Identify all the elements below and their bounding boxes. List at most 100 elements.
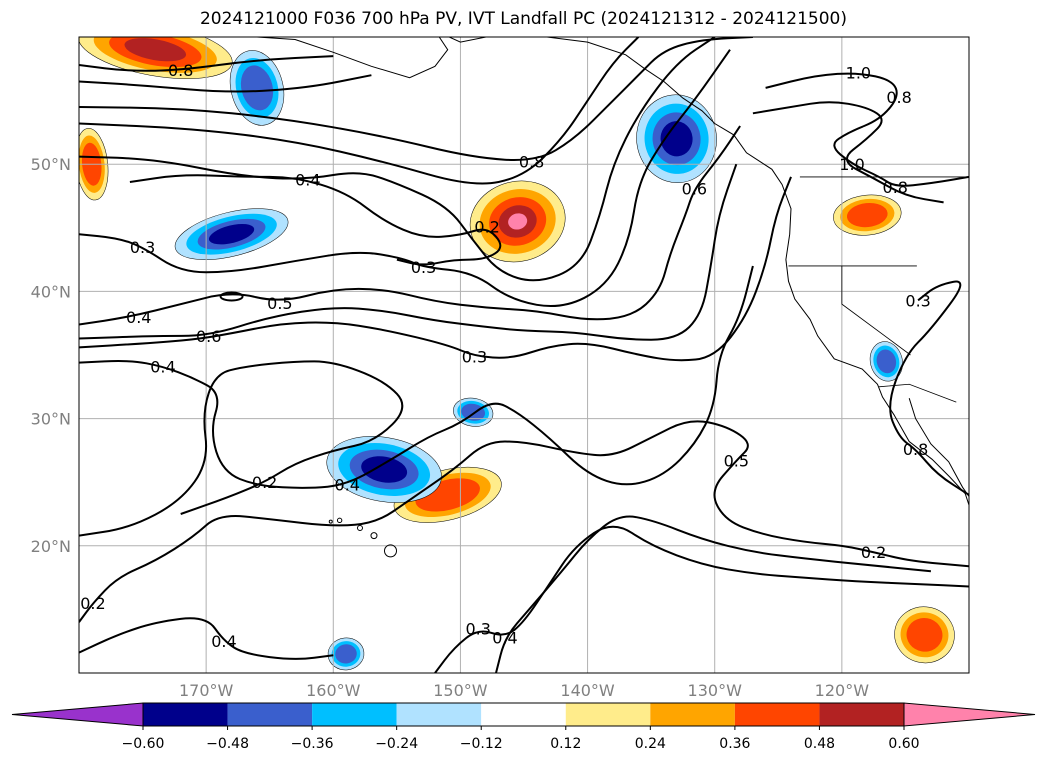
pv-contour-value-label: 0.4 [150, 357, 175, 376]
colorbar-segment [734, 703, 820, 726]
pv-contour-value-label: 1.0 [839, 155, 864, 174]
pv-contour-line [79, 420, 969, 623]
ivt-pc-positive-region [79, 37, 233, 79]
ivt-pc-negative-region [636, 94, 717, 183]
pv-contour-value-label: 0.3 [462, 347, 487, 366]
longitude-tick-label: 160°W [306, 681, 361, 700]
pv-contour-value-label: 1.0 [846, 64, 871, 83]
pv-contour-line [79, 176, 792, 362]
colorbar-tick-label: 0.12 [550, 736, 581, 752]
ivt-pc-negative-region [326, 436, 442, 503]
ivt-pc-positive-region [833, 194, 902, 236]
ivt-pc-shading [79, 37, 955, 671]
colorbar-tick-label: −0.36 [291, 736, 334, 752]
pv-contour-value-label: 0.6 [196, 327, 221, 346]
ivt-pc-fill-level [335, 644, 357, 664]
colorbar-segment [819, 703, 904, 726]
pv-contour-line [79, 360, 404, 537]
pv-contour-line [752, 101, 944, 204]
pv-contour-value-label: 0.4 [492, 628, 517, 647]
colorbar-segment [481, 703, 566, 726]
pv-contour-value-label: 0.3 [466, 619, 491, 638]
pv-contour-value-label: 0.8 [519, 153, 544, 172]
ivt-pc-negative-region [869, 341, 903, 382]
colorbar-segment [650, 703, 735, 726]
gulf-of-california-coast [908, 398, 969, 498]
ivt-pc-positive-region [469, 180, 566, 263]
ivt-pc-positive-region [894, 606, 955, 664]
pv-contour-line [79, 49, 731, 308]
coastlines [256, 37, 969, 558]
pv-contour-value-label: 0.4 [295, 170, 320, 189]
colorbar-tick-label: −0.60 [122, 736, 165, 752]
pv-contour-labels: 0.80.40.30.40.50.60.40.20.30.80.30.60.2 0… [80, 61, 931, 651]
latitude-tick-label: 40°N [31, 282, 71, 301]
colorbar-tick-label: 0.48 [804, 736, 835, 752]
colorbar: −0.60 −0.48 −0.36 −0.24 −0.12 0.12 0.24 0.36 0.4… [11, 702, 1036, 752]
colorbar-extend-low [11, 702, 144, 727]
colorbar-tick-label: 0.36 [719, 736, 750, 752]
latitude-tick-label: 20°N [31, 537, 71, 556]
latitude-tick-label: 50°N [31, 155, 71, 174]
pv-contour-line [79, 617, 334, 660]
alaska-coastline [256, 37, 449, 79]
pv-contour-value-label: 0.2 [861, 543, 886, 562]
pv-contour-line [79, 37, 716, 282]
pv-contour-value-label: 0.6 [682, 179, 707, 198]
ivt-pc-fill-level [208, 223, 255, 245]
pv-contour-value-label: 0.3 [130, 238, 155, 257]
longitude-tick-label: 140°W [560, 681, 615, 700]
pv-contour-value-label: 0.8 [886, 88, 911, 107]
colorbar-tick-label: −0.12 [460, 736, 503, 752]
north-america-coastline [447, 37, 969, 506]
ivt-pc-negative-region [453, 397, 494, 427]
pv-contour-line [79, 265, 754, 489]
pv-contour-line [129, 174, 502, 266]
latitude-tick-label: 30°N [31, 410, 71, 429]
pv-contour-value-label: 0.4 [126, 308, 151, 327]
lat-lon-gridlines [79, 37, 969, 673]
pv-contour-line [765, 72, 969, 187]
colorbar-outline [142, 702, 905, 727]
ivt-pc-negative-region [229, 50, 285, 126]
colorbar-segment [143, 703, 228, 726]
state-borders [788, 265, 957, 403]
pv-contour-value-label: 0.4 [211, 632, 236, 651]
pv-contour-line [79, 37, 640, 185]
colorbar-extend-high [903, 702, 1036, 727]
pv-contour-line [79, 37, 753, 161]
hawaii-island [356, 524, 363, 531]
chart-title: 2024121000 F036 700 hPa PV, IVT Landfall… [199, 9, 847, 29]
ivt-pc-fill-level [876, 349, 897, 374]
colorbar-segment [312, 703, 397, 726]
colorbar-tick-label: 0.24 [635, 736, 666, 752]
ivt-pc-negative-region [174, 208, 289, 260]
pv-contour-line [495, 515, 931, 673]
ivt-pc-fill-level [124, 38, 187, 62]
pv-contour-line [889, 280, 969, 496]
pv-contour-value-label: 0.8 [883, 178, 908, 197]
ivt-pc-fill-level [660, 121, 693, 157]
pv-contour-value-label: 0.2 [474, 218, 499, 237]
pv-contour-line [79, 125, 741, 326]
map-frame [78, 36, 970, 674]
pv-contour-value-label: 0.2 [80, 594, 105, 613]
ivt-pc-fill-level [461, 403, 486, 421]
pv-contour-value-label: 0.3 [905, 291, 930, 310]
colorbar-tick-label: −0.48 [206, 736, 249, 752]
colorbar-segment [227, 703, 313, 726]
longitude-tick-label: 150°W [433, 681, 488, 700]
pv-contour-line [434, 525, 969, 673]
pv-contour-line [79, 55, 334, 72]
pv-contour-line [79, 163, 738, 341]
colorbar-segment [396, 703, 482, 726]
pv-contour-line [219, 291, 244, 302]
colorbar-tick-label: 0.60 [888, 736, 919, 752]
colorbar-tick-label: −0.24 [375, 736, 418, 752]
hawaii-island [384, 544, 397, 558]
longitude-tick-label: 170°W [179, 681, 234, 700]
ivt-pc-fill-level [361, 456, 408, 483]
pv-contour-value-label: 0.8 [168, 61, 193, 80]
ivt-pc-fill-level [240, 65, 274, 111]
